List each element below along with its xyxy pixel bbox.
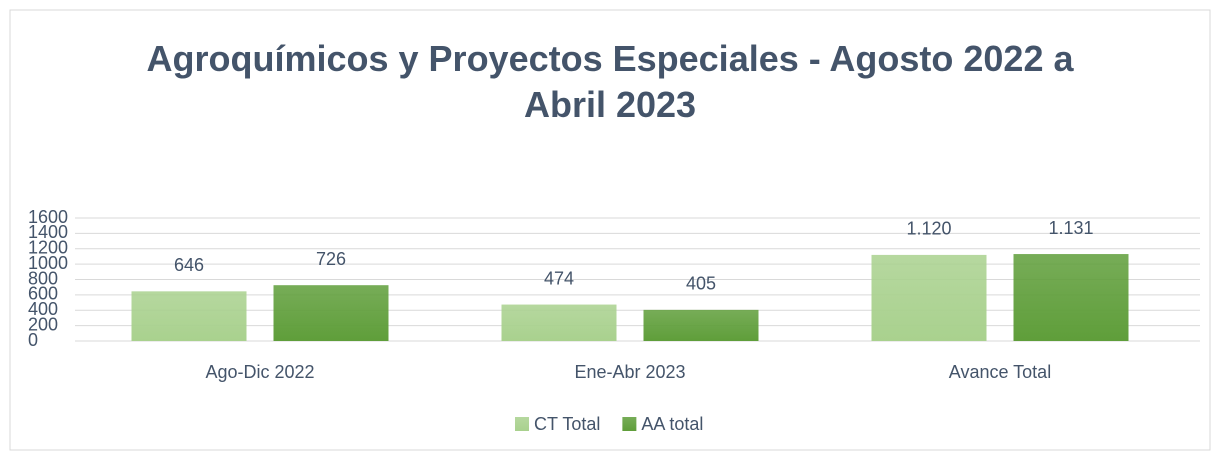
y-tick-label: 1400	[28, 222, 68, 242]
y-tick-label: 0	[28, 330, 38, 350]
y-tick-label: 600	[28, 284, 58, 304]
bar	[501, 304, 617, 341]
bar	[871, 254, 987, 341]
x-tick-label: Avance Total	[949, 362, 1051, 382]
y-tick-label: 400	[28, 299, 58, 319]
chart-frame	[9, 9, 1211, 451]
legend-swatch	[622, 417, 637, 431]
bar	[643, 309, 759, 341]
legend-label: CT Total	[534, 414, 600, 434]
value-label: 474	[544, 268, 574, 288]
x-tick-label: Ago-Dic 2022	[205, 362, 314, 382]
y-tick-label: 1000	[28, 253, 68, 273]
chart-title: Agroquímicos y Proyectos Especiales - Ag…	[146, 38, 1074, 125]
y-tick-label: 800	[28, 268, 58, 288]
legend-swatch	[515, 417, 529, 431]
y-tick-label: 1600	[28, 207, 68, 227]
bar	[131, 291, 247, 341]
y-tick-label: 200	[28, 314, 58, 334]
bar	[1013, 254, 1129, 341]
x-tick-label: Ene-Abr 2023	[574, 362, 685, 382]
bar	[273, 285, 389, 341]
value-label: 646	[174, 255, 204, 275]
y-tick-label: 1200	[28, 238, 68, 258]
legend-label: AA total	[641, 414, 703, 434]
value-label: 405	[686, 274, 716, 294]
value-label: 1.131	[1048, 218, 1093, 238]
value-label: 726	[316, 249, 346, 269]
value-label: 1.120	[906, 219, 951, 239]
